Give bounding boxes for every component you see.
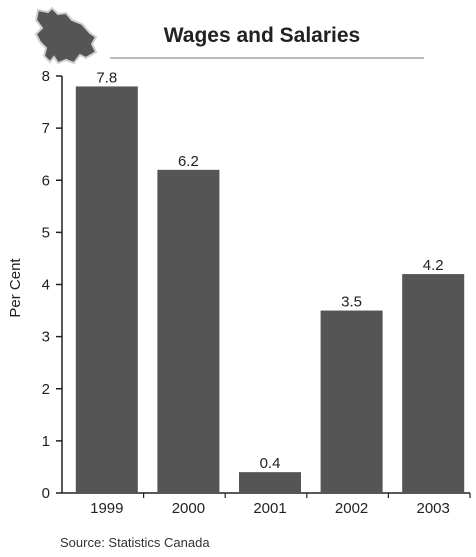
y-tick-label-6: 6 <box>42 172 50 189</box>
bar-2000 <box>157 169 220 493</box>
x-tick-label-2003: 2003 <box>417 500 450 517</box>
y-tick-label-8: 8 <box>42 68 50 85</box>
value-label-2003: 4.2 <box>423 257 444 274</box>
y-tick-label-4: 4 <box>42 277 50 294</box>
value-label-2001: 0.4 <box>260 455 281 472</box>
x-tick-label-2000: 2000 <box>172 500 205 517</box>
x-tick-label-2001: 2001 <box>253 500 286 517</box>
x-tick-label-1999: 1999 <box>90 500 123 517</box>
y-tick-label-5: 5 <box>42 224 50 241</box>
x-tick-label-2002: 2002 <box>335 500 368 517</box>
value-label-2000: 6.2 <box>178 153 199 170</box>
y-tick-label-2: 2 <box>42 381 50 398</box>
value-label-2002: 3.5 <box>341 294 362 311</box>
y-ticks: 0 1 2 3 4 5 6 7 8 <box>42 68 62 502</box>
y-tick-label-0: 0 <box>42 485 50 502</box>
bar-2002 <box>320 310 383 493</box>
bar-2003 <box>402 274 465 493</box>
y-axis-label: Per Cent <box>7 258 24 318</box>
bars <box>75 86 465 494</box>
bar-1999 <box>75 86 138 494</box>
y-tick-label-7: 7 <box>42 120 50 137</box>
y-tick-label-3: 3 <box>42 329 50 346</box>
x-ticks: 1999 2000 2001 2002 2003 <box>90 493 471 517</box>
y-tick-label-1: 1 <box>42 433 50 450</box>
new-brunswick-map-icon <box>34 6 98 65</box>
value-labels: 7.8 6.2 0.4 3.5 4.2 <box>96 69 443 472</box>
bar-2001 <box>238 472 302 493</box>
value-label-1999: 7.8 <box>96 69 117 86</box>
chart-title: Wages and Salaries <box>164 24 360 47</box>
source-note: Source: Statistics Canada <box>60 535 210 550</box>
